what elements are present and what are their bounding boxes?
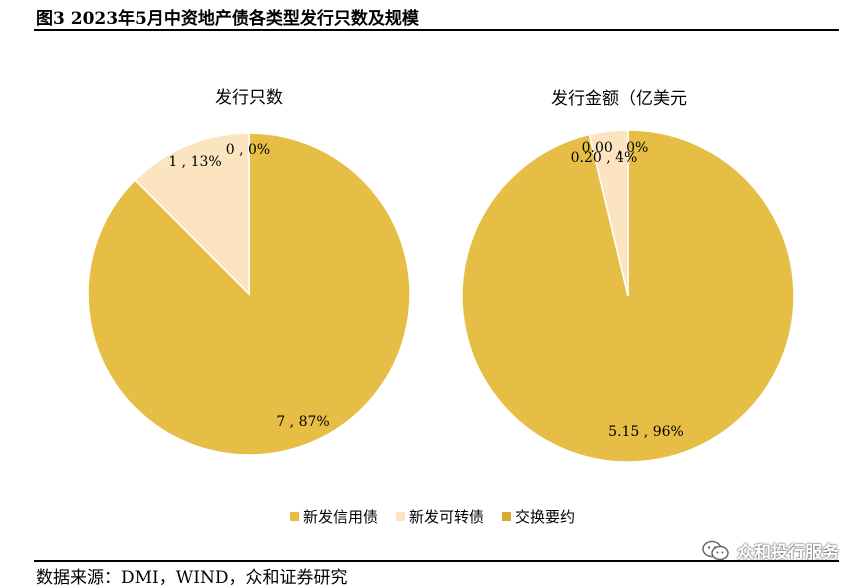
watermark: 众和投行服务: [701, 538, 839, 563]
pie-chart-count: 发行只数 7 , 87% 1 , 13% 0 , 0%: [87, 88, 411, 456]
watermark-text: 众和投行服务: [737, 543, 839, 563]
data-label-count-convertible-bond: 1 , 13%: [168, 154, 221, 170]
data-label-count-credit-bond: 7 , 87%: [276, 414, 329, 430]
legend-item-credit-bond: 新发信用债: [289, 506, 378, 527]
source-note: 数据来源：DMI，WIND，众和证券研究: [36, 568, 348, 588]
data-label-amount-credit-bond: 5.15 , 96%: [608, 424, 684, 440]
pie-slice-amount-convertible-bond: [588, 129, 629, 297]
data-label-count-exchange-offer: 0 , 0%: [226, 142, 270, 158]
legend-swatch-credit-bond: [289, 512, 299, 521]
data-label-amount-exchange-offer: 0.00 , 0%: [582, 140, 649, 156]
top-rule: [34, 29, 839, 31]
bottom-rule: [34, 560, 839, 562]
chart-legend: 新发信用债 新发可转债 交换要约: [0, 506, 865, 527]
legend-swatch-exchange-offer: [502, 512, 511, 521]
legend-item-exchange-offer: 交换要约: [502, 506, 575, 527]
legend-label-convertible-bond: 新发可转债: [408, 508, 484, 526]
legend-label-exchange-offer: 交换要约: [515, 508, 576, 526]
pie-chart-amount: 发行金额（亿美元 5.15 , 96% 0.20 , 4%0.00 , 0%: [461, 89, 795, 463]
wechat-icon: [702, 540, 729, 560]
legend-label-credit-bond: 新发信用债: [302, 508, 378, 526]
figure-title: 图3 2023年5月中资地产债各类型发行只数及规模: [36, 9, 419, 29]
pie-slice-count-convertible-bond: [134, 132, 250, 296]
data-label-amount-convertible-bond: 0.20 , 4%: [571, 150, 638, 166]
legend-item-convertible-bond: 新发可转债: [395, 506, 484, 527]
legend-swatch-convertible-bond: [395, 512, 405, 521]
chart-title-amount: 发行金额（亿美元: [551, 89, 687, 109]
chart-title-count: 发行只数: [215, 88, 283, 108]
pie-charts: 发行只数 7 , 87% 1 , 13% 0 , 0% 发行金额（亿美元 5.15 …: [87, 88, 795, 463]
